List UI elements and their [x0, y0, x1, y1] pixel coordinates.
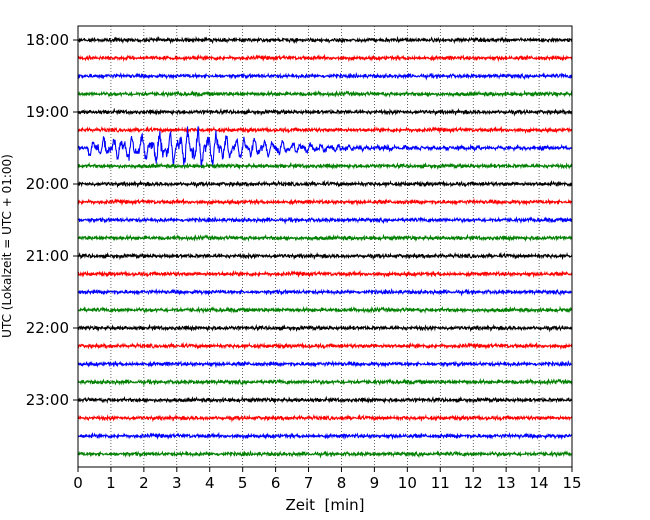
x-tick-label: 6 [271, 474, 281, 492]
x-tick-label: 9 [370, 474, 380, 492]
x-tick-label: 13 [497, 474, 516, 492]
trace-line [77, 269, 573, 279]
trace-line [77, 449, 573, 459]
trace-line [77, 179, 573, 189]
trace-line [77, 89, 573, 98]
x-tick-label: 2 [139, 474, 149, 492]
plot-frame [77, 25, 573, 468]
trace-line [77, 216, 573, 225]
x-tick-label: 0 [73, 474, 83, 492]
trace-line [77, 413, 573, 423]
x-tick-label: 1 [106, 474, 116, 492]
trace-line [77, 161, 573, 170]
trace-line [77, 233, 573, 243]
trace-line [77, 377, 573, 387]
x-tick-label: 14 [530, 474, 549, 492]
x-axis: 0 1 2 3 4 5 6 7 8 9 10 11 12 13 14 15 [73, 467, 582, 492]
trace-line [77, 71, 573, 81]
x-tick-label: 11 [431, 474, 450, 492]
x-tick-label: 3 [172, 474, 182, 492]
trace-line [77, 35, 573, 45]
trace-line [77, 431, 573, 441]
y-tick-label: 20:00 [26, 175, 69, 193]
x-tick-label: 12 [464, 474, 483, 492]
trace-line [77, 305, 573, 314]
x-axis-label: Zeit [min] [285, 496, 364, 514]
x-tick-label: 7 [304, 474, 314, 492]
y-axis: 18:00 19:00 20:00 21:00 22:00 23:00 [26, 31, 78, 409]
x-tick-label: 5 [238, 474, 248, 492]
x-tick-label: 4 [205, 474, 215, 492]
x-tick-label: 15 [562, 474, 581, 492]
y-axis-label: UTC (Lokalzeit = UTC + 01:00) [0, 154, 14, 338]
trace-line [77, 360, 573, 369]
x-tick-label: 8 [337, 474, 347, 492]
y-tick-label: 22:00 [26, 319, 69, 337]
y-tick-label: 21:00 [26, 247, 69, 265]
y-tick-label: 18:00 [26, 31, 69, 49]
trace-line [77, 125, 573, 135]
trace-line [77, 323, 573, 333]
trace-line [77, 197, 573, 207]
trace-line [77, 287, 573, 297]
trace-line [77, 395, 573, 405]
trace-group [77, 35, 573, 459]
x-tick-label: 10 [398, 474, 417, 492]
trace-line [77, 251, 573, 261]
trace-line [77, 126, 573, 169]
y-tick-label: 23:00 [26, 391, 69, 409]
y-tick-label: 19:00 [26, 103, 69, 121]
trace-line [77, 341, 573, 351]
trace-line [77, 53, 573, 63]
trace-line [77, 107, 573, 117]
